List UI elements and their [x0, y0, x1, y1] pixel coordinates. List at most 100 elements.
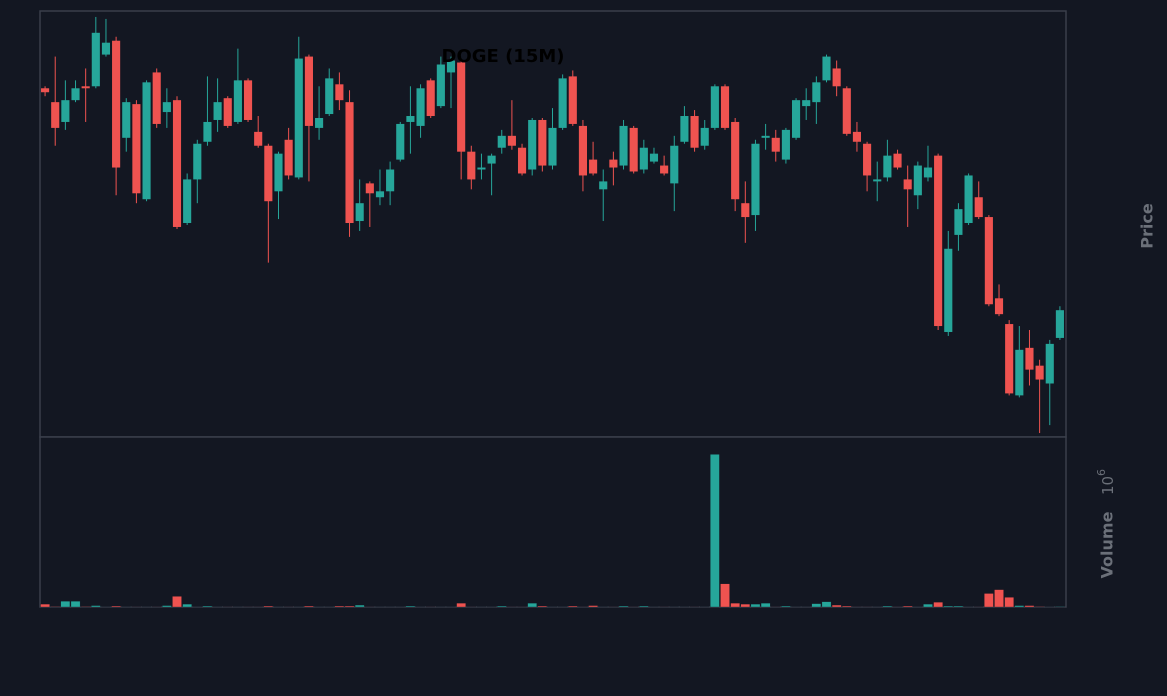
candle-body [172, 100, 182, 227]
candle-body [528, 119, 537, 170]
candle-body [639, 147, 648, 170]
candle-body [81, 86, 90, 89]
candle-body [183, 179, 192, 224]
candle-body [954, 209, 963, 235]
volume-bar [740, 603, 751, 608]
candle-body [578, 125, 587, 176]
candle-body [152, 72, 161, 124]
volume-bar [456, 602, 466, 608]
candle-body [355, 203, 364, 222]
candle-body [426, 80, 435, 117]
candle-body [649, 153, 659, 162]
candle-body [315, 117, 324, 128]
candle-body [741, 203, 750, 218]
candle-body [162, 102, 171, 113]
candle-body [304, 56, 313, 126]
candle-body [873, 179, 882, 182]
candle-body [457, 62, 466, 152]
volume-bar [527, 602, 537, 608]
candle-body [71, 88, 80, 101]
candle-body [609, 159, 618, 168]
volume-bar [933, 602, 943, 608]
candle-body [193, 143, 202, 180]
candle-body [731, 121, 740, 200]
candle-body [254, 131, 263, 146]
candle-body [416, 88, 425, 126]
candle-body [51, 102, 60, 128]
volume-bar [750, 603, 761, 608]
candle-body [913, 165, 922, 196]
candle-body [365, 183, 374, 194]
candle-body [842, 88, 851, 134]
candle-body [132, 104, 141, 194]
candle-body [751, 143, 760, 216]
volume-bar [344, 605, 355, 608]
volume-bar [781, 605, 791, 608]
candle-body [558, 78, 567, 128]
volume-bar [730, 602, 740, 608]
volume-bar [953, 605, 964, 608]
candle-body [264, 145, 273, 202]
volume-bar [720, 583, 730, 608]
candle-body [700, 127, 709, 146]
candle-body [294, 58, 303, 178]
volume-bar [354, 604, 365, 608]
price-axis-label: Price [1138, 203, 1157, 249]
candle-body [325, 78, 334, 115]
candle-body [406, 116, 415, 122]
candle-body [690, 116, 699, 148]
marks [40, 16, 1065, 608]
candle-body [213, 102, 222, 120]
candle-body [477, 167, 486, 170]
candle-body [436, 64, 445, 107]
candle-body [1005, 324, 1014, 394]
candle-body [497, 135, 506, 148]
volume-bar [91, 605, 101, 608]
candle-body [274, 153, 283, 192]
volume-panel [39, 436, 1067, 608]
volume-bar [172, 596, 182, 608]
candle-body [883, 155, 892, 178]
scale-exponent: 6 [1095, 469, 1108, 476]
volume-bar [618, 605, 629, 608]
candle-body [710, 86, 719, 128]
candle-body [599, 181, 608, 190]
candle-body [974, 197, 983, 218]
candle-body [467, 151, 476, 180]
volume-bar [162, 605, 172, 608]
candle-body [203, 121, 212, 142]
volume-scale: 106 [1095, 469, 1117, 495]
candle-body [660, 165, 669, 174]
candle-body [345, 102, 354, 224]
volume-bar [842, 605, 852, 608]
candle-body [934, 155, 943, 327]
candle-body [781, 129, 790, 160]
candle-body [223, 98, 232, 126]
candle-body [791, 100, 801, 138]
volume-bar [1004, 597, 1014, 608]
candle-body [507, 135, 516, 146]
candle-body [1055, 310, 1064, 338]
candle-body [903, 179, 912, 190]
candle-body [822, 56, 831, 81]
candle-body [517, 147, 527, 174]
candle-body [112, 40, 121, 168]
price-panel [39, 10, 1067, 438]
candle-body [101, 42, 111, 55]
volume-bar [811, 603, 822, 608]
candle-body [994, 298, 1004, 315]
candle-body [832, 68, 841, 87]
candle-body [984, 217, 993, 305]
candle-body [670, 145, 679, 184]
volume-bar [994, 589, 1004, 608]
chart-title: DOGE (15M) [442, 46, 565, 67]
candle-body [122, 102, 131, 138]
candle-body [1015, 349, 1024, 396]
volume-bar [1014, 605, 1025, 608]
candle-body [1025, 347, 1034, 370]
candle-body [61, 100, 70, 122]
volume-bar [304, 605, 314, 608]
candle-body [619, 125, 628, 166]
